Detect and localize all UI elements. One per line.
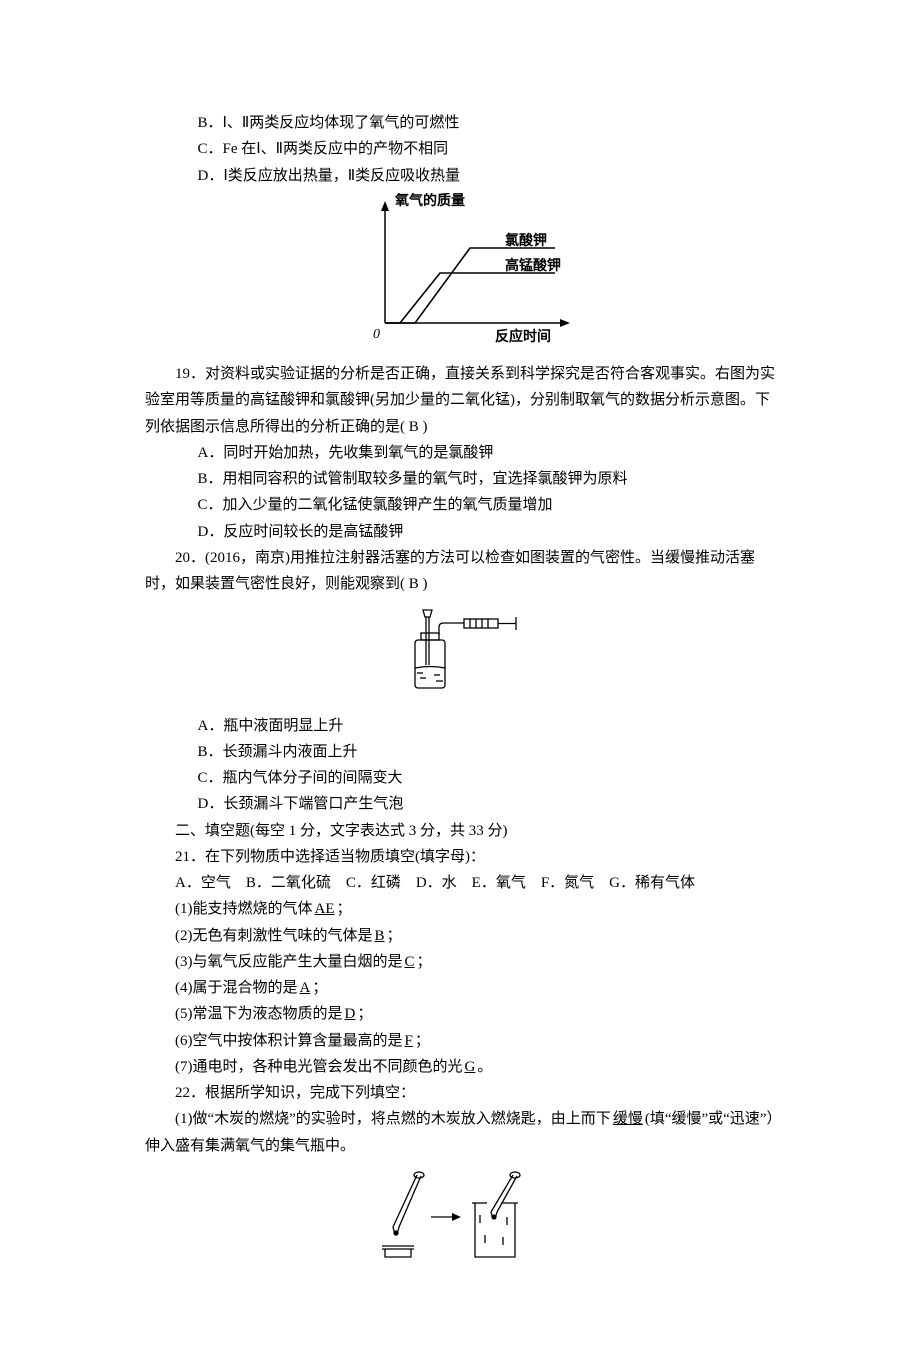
q20-stem: 20．(2016，南京)用推拉注射器活塞的方法可以检查如图装置的气密性。当缓慢推…	[145, 545, 775, 598]
q21-p4-ans: A	[298, 980, 313, 996]
series-kmno4	[385, 273, 555, 323]
q19-opt-c: C．加入少量的二氧化锰使氯酸钾产生的氧气质量增加	[145, 492, 775, 518]
q22-p1-ans: 缓慢	[611, 1111, 645, 1127]
ylabel: 氧气的质量	[394, 193, 465, 209]
jar-l-body	[385, 1249, 411, 1257]
q19-stem: 19．对资料或实验证据的分析是否正确，直接关系到科学探究是否符合客观事实。右图为…	[145, 361, 775, 440]
q21-p5-pre: (5)常温下为液态物质的是	[175, 1006, 343, 1022]
q21-p2: (2)无色有刺激性气味的气体是B；	[145, 923, 775, 949]
q21-p7-pre: (7)通电时，各种电光管会发出不同颜色的光	[175, 1059, 463, 1075]
funnel-top	[423, 610, 432, 617]
q18-opt-c: C．Fe 在Ⅰ、Ⅱ两类反应中的产物不相同	[145, 136, 775, 162]
q21-p2-pre: (2)无色有刺激性气味的气体是	[175, 928, 373, 944]
tube-to-syringe	[439, 623, 464, 635]
label-kmno4: 高锰酸钾	[505, 257, 561, 274]
q21-p4: (4)属于混合物的是A；	[145, 975, 775, 1001]
q18-opt-b: B．Ⅰ、Ⅱ两类反应均体现了氧气的可燃性	[145, 110, 775, 136]
q20-diagram	[390, 605, 530, 695]
tongs-l1	[393, 1175, 417, 1227]
q21-p5: (5)常温下为液态物质的是D；	[145, 1001, 775, 1027]
q20-opt-c: C．瓶内气体分子间的间隔变大	[145, 765, 775, 791]
q20-opt-b: B．长颈漏斗内液面上升	[145, 739, 775, 765]
xlabel: 反应时间	[495, 328, 551, 345]
syringe-barrel	[464, 619, 498, 628]
charcoal-l	[394, 1231, 398, 1235]
q21-stem: 21．在下列物质中选择适当物质填空(填字母)：	[145, 844, 775, 870]
q22-diagram	[375, 1167, 545, 1262]
q21-p4-pre: (4)属于混合物的是	[175, 980, 298, 996]
q22-diagram-wrap	[145, 1167, 775, 1271]
q19-opt-a: A．同时开始加热，先收集到氧气的是氯酸钾	[145, 440, 775, 466]
q19-chart: 氧气的质量 反应时间 0 氯酸钾 高锰酸钾	[345, 193, 575, 348]
q22-stem: 22．根据所学知识，完成下列填空：	[145, 1080, 775, 1106]
q22-p1: (1)做“木炭的燃烧”的实验时，将点燃的木炭放入燃烧匙，由上而下缓慢(填“缓慢”…	[145, 1106, 775, 1159]
q21-p5-ans: D	[343, 1006, 358, 1022]
q19-opt-b: B．用相同容积的试管制取较多量的氧气时，宜选择氯酸钾为原料	[145, 466, 775, 492]
q21-p7-ans: G	[463, 1059, 478, 1075]
q20-opt-d: D．长颈漏斗下端管口产生气泡	[145, 791, 775, 817]
q21-choices: A．空气 B．二氧化硫 C．红磷 D．水 E．氧气 F．氮气 G．稀有气体	[145, 870, 775, 896]
q21-p3-ans: C	[403, 954, 417, 970]
q19-opt-d: D．反应时间较长的是高锰酸钾	[145, 519, 775, 545]
label-kclo3: 氯酸钾	[505, 232, 547, 249]
q21-p4-post: ；	[312, 980, 327, 996]
arrow-x	[560, 319, 570, 327]
q21-p1-ans: AE	[313, 901, 337, 917]
q18-opt-d: D．Ⅰ类反应放出热量，Ⅱ类反应吸收热量	[145, 163, 775, 189]
q20-opt-a: A．瓶中液面明显上升	[145, 713, 775, 739]
q21-p1: (1)能支持燃烧的气体AE；	[145, 896, 775, 922]
q19-chart-wrap: 氧气的质量 反应时间 0 氯酸钾 高锰酸钾	[145, 193, 775, 357]
arrow-head	[452, 1213, 461, 1221]
tongs-l-grip	[414, 1172, 424, 1178]
charcoal-r	[492, 1215, 496, 1219]
q22-p1-pre: (1)做“木炭的燃烧”的实验时，将点燃的木炭放入燃烧匙，由上而下	[175, 1111, 611, 1127]
q20-diagram-wrap	[145, 605, 775, 704]
arrow-y	[381, 201, 389, 211]
origin: 0	[373, 327, 380, 342]
q21-p7-post: 。	[477, 1059, 492, 1075]
q21-p7: (7)通电时，各种电光管会发出不同颜色的光G。	[145, 1054, 775, 1080]
q21-p2-post: ；	[387, 928, 402, 944]
jar-r-body	[475, 1203, 515, 1257]
q21-p3: (3)与氧气反应能产生大量白烟的是C；	[145, 949, 775, 975]
q21-p6: (6)空气中按体积计算含量最高的是F；	[145, 1028, 775, 1054]
q21-p3-pre: (3)与氧气反应能产生大量白烟的是	[175, 954, 403, 970]
tongs-r2	[497, 1176, 517, 1212]
q21-p1-post: ；	[337, 901, 352, 917]
q21-p6-pre: (6)空气中按体积计算含量最高的是	[175, 1033, 403, 1049]
tongs-r1	[491, 1175, 513, 1212]
bottle-neck	[421, 633, 439, 640]
tongs-l2	[399, 1176, 421, 1227]
tongs-r-grip	[510, 1172, 520, 1178]
q21-p2-ans: B	[373, 928, 387, 944]
q21-p3-post: ；	[417, 954, 432, 970]
q21-p6-ans: F	[403, 1033, 415, 1049]
q21-p1-pre: (1)能支持燃烧的气体	[175, 901, 313, 917]
section2-title: 二、填空题(每空 1 分，文字表达式 3 分，共 33 分)	[145, 818, 775, 844]
q21-p6-post: ；	[415, 1033, 430, 1049]
liquid-top	[415, 667, 445, 669]
q21-p5-post: ；	[357, 1006, 372, 1022]
